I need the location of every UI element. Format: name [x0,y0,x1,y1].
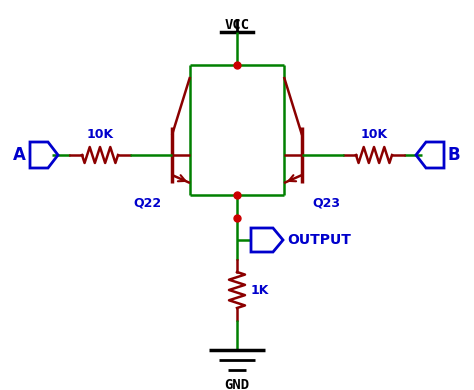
Text: GND: GND [224,378,250,390]
Text: 1K: 1K [251,284,269,296]
Text: 10K: 10K [86,128,114,141]
Text: Q22: Q22 [134,197,162,210]
Text: A: A [13,146,26,164]
Text: Q23: Q23 [312,197,340,210]
Text: VCC: VCC [224,18,250,32]
Text: B: B [448,146,461,164]
Text: 10K: 10K [360,128,388,141]
Text: OUTPUT: OUTPUT [287,233,351,247]
